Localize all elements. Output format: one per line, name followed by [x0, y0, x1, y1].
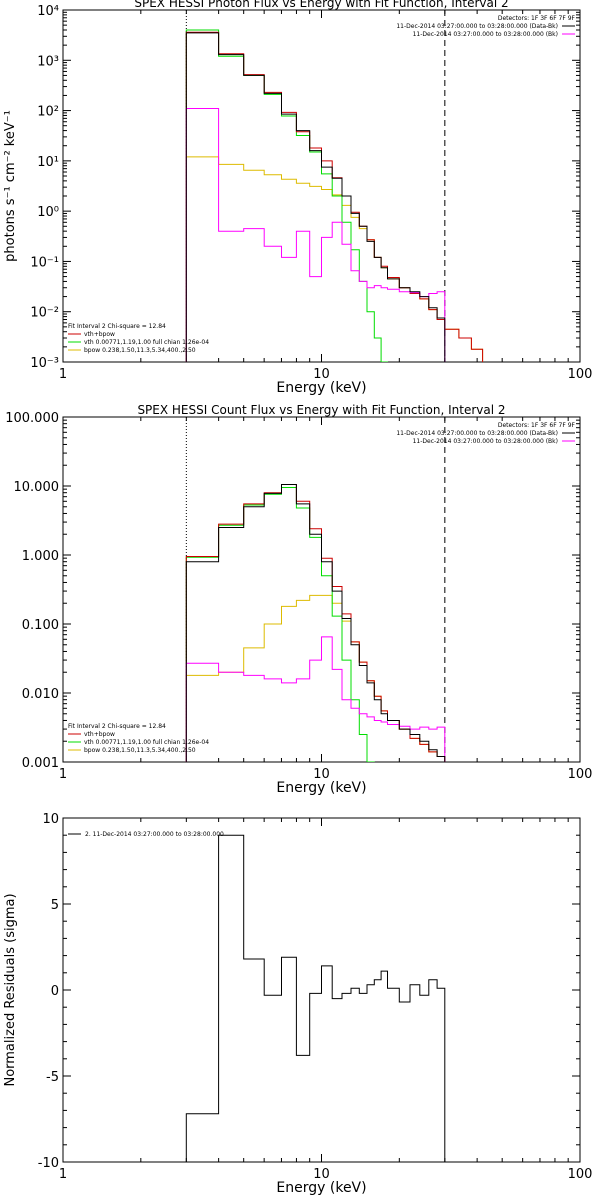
y-tick-label: -5	[46, 1070, 59, 1085]
y-tick-label: 10⁻³	[30, 356, 59, 371]
y-tick-label: 10⁻²	[30, 306, 59, 321]
series-data-bk	[185, 32, 446, 362]
legend-bottom-entry: Fit Interval 2 Chi-square = 12.84	[68, 723, 166, 730]
series-vth	[185, 29, 388, 362]
y-tick-label: 10²	[37, 105, 59, 120]
chart-title: SPEX HESSI Photon Flux vs Energy with Fi…	[134, 0, 508, 10]
y-axis-label: photons s⁻¹ cm⁻² keV⁻¹	[3, 110, 18, 262]
legend-top-entry: 11-Dec-2014 03:27:00.000 to 03:28:00.000…	[396, 430, 558, 437]
panel-photon: SPEX HESSI Photon Flux vs Energy with Fi…	[3, 0, 592, 396]
legend-top-entry: 11-Dec-2014 03:27:00.000 to 03:28:00.000…	[413, 438, 558, 445]
x-tick-label: 10	[313, 367, 330, 382]
series-group	[185, 484, 446, 762]
x-tick-label: 100	[568, 1167, 593, 1182]
x-tick-label: 100	[568, 767, 593, 782]
series-2-11-dec-2014-03-27-00-000-to-03-28-00-000	[185, 834, 446, 1162]
x-tick-label: 10	[313, 1167, 330, 1182]
chart-title: SPEX HESSI Count Flux vs Energy with Fit…	[137, 403, 505, 417]
y-tick-label: 100.000	[5, 411, 59, 426]
y-tick-label: 10¹	[37, 155, 59, 170]
y-tick-label: 0.010	[22, 687, 59, 702]
y-tick-label: 10⁴	[37, 4, 59, 19]
x-tick-label: 1	[59, 367, 67, 382]
legend-top-entry: Detectors: 1F 3F 6F 7F 9F	[498, 422, 576, 429]
legend-bottom-entry: bpow 0.238,1.50,11.3,5.34,400.,2.50	[84, 747, 196, 754]
x-axis-label: Energy (keV)	[276, 780, 366, 796]
y-tick-label: 5	[51, 898, 59, 913]
series-bpow	[185, 156, 484, 362]
x-axis-label: Energy (keV)	[276, 380, 366, 396]
legend-bottom-entry: vth 0.00771,1.19,1.00 full chian 1.26e-0…	[84, 739, 209, 746]
series-bk	[185, 108, 446, 362]
panel-count: SPEX HESSI Count Flux vs Energy with Fit…	[5, 403, 593, 796]
legend-top-entry: 11-Dec-2014 03:27:00.000 to 03:28:00.000…	[413, 31, 558, 38]
legend-top-entry: 11-Dec-2014 03:27:00.000 to 03:28:00.000…	[396, 23, 558, 30]
y-axis-label: Normalized Residuals (sigma)	[3, 893, 18, 1086]
series-vth	[185, 487, 375, 762]
legend-bottom-entry: vth+bpow	[84, 731, 115, 738]
y-tick-label: 10.000	[14, 480, 60, 495]
legend-entry: 2. 11-Dec-2014 03:27:00.000 to 03:28:00.…	[85, 831, 224, 838]
x-tick-label: 100	[568, 367, 593, 382]
legend-bottom-entry: vth+bpow	[84, 331, 115, 338]
series-vth-bpow	[185, 484, 446, 762]
legend-bottom-entry: Fit Interval 2 Chi-square = 12.84	[68, 323, 166, 330]
series-data-bk	[185, 484, 446, 762]
x-tick-label: 10	[313, 767, 330, 782]
y-tick-label: 10⁰	[37, 205, 59, 220]
legend-top-entry: Detectors: 1F 3F 6F 7F 9F	[498, 15, 576, 22]
plot-frame	[62, 416, 581, 763]
series-bk	[185, 636, 446, 762]
y-tick-label: 10⁻¹	[30, 255, 59, 270]
y-tick-label: 0.001	[22, 756, 59, 771]
x-axis-label: Energy (keV)	[276, 1180, 366, 1196]
legend-bottom-entry: bpow 0.238,1.50,11.3,5.34,400.,2.50	[84, 347, 196, 354]
series-group	[185, 29, 484, 362]
x-tick-label: 1	[59, 767, 67, 782]
series-vth-bpow	[185, 31, 484, 362]
x-tick-label: 1	[59, 1167, 67, 1182]
y-tick-label: 10	[42, 812, 59, 827]
y-tick-label: 0.100	[22, 618, 59, 633]
y-tick-label: 1.000	[22, 549, 59, 564]
y-tick-label: 0	[51, 984, 59, 999]
y-tick-label: 10³	[37, 54, 59, 69]
legend-bottom-entry: vth 0.00771,1.19,1.00 full chian 1.26e-0…	[84, 339, 209, 346]
y-tick-label: -10	[38, 1156, 59, 1171]
series-group	[185, 834, 446, 1162]
